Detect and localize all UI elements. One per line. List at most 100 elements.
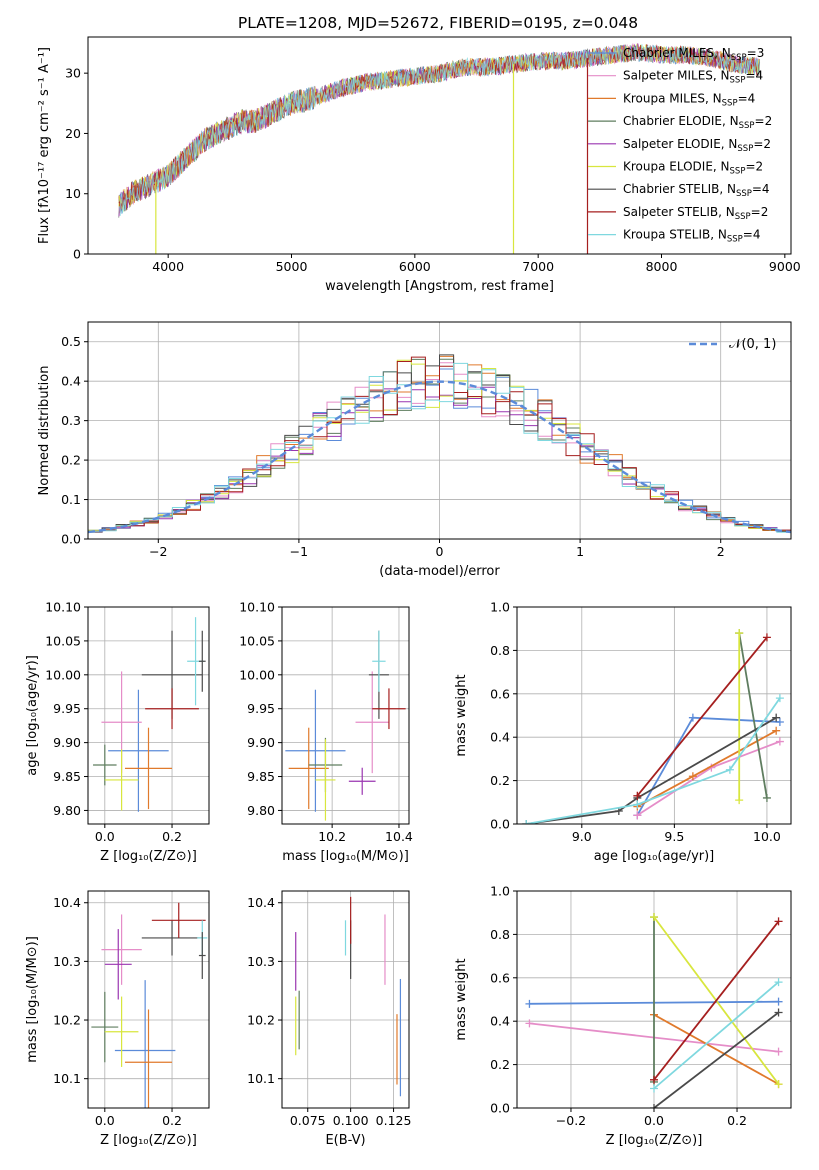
y-tick-label: 9.80 <box>247 803 275 818</box>
x-tick-label: 4000 <box>152 259 184 274</box>
axes-frame <box>281 606 410 825</box>
x-tick-label: 2 <box>717 544 725 559</box>
x-axis-label: (data-model)/error <box>379 564 500 579</box>
histogram-8 <box>88 362 791 533</box>
y-tick-label: 10.2 <box>247 1013 275 1028</box>
weight-marker <box>525 999 534 1008</box>
weight-marker <box>735 629 744 638</box>
y-tick-label: 9.80 <box>53 803 81 818</box>
weight-line-8 <box>526 697 781 824</box>
y-tick-label: 10.00 <box>239 667 275 682</box>
y-tick-label: 10.10 <box>239 600 275 615</box>
y-tick-label: 0.4 <box>490 730 510 745</box>
weight-line-8 <box>653 981 780 1090</box>
y-tick-label: 10 <box>65 186 81 201</box>
spectrum-legend: Chabrier MILES, NSSP=3 Salpeter MILES, NS… <box>588 46 772 245</box>
plot-area <box>285 630 406 821</box>
y-tick-label: 0.3 <box>61 413 81 428</box>
x-tick-label: 0.125 <box>376 1113 412 1128</box>
y-tick-label: 0.0 <box>61 532 81 547</box>
legend-subscript: SSP <box>735 212 751 222</box>
weight-marker <box>772 726 781 735</box>
weight-marker <box>650 913 658 922</box>
plot-area <box>93 617 206 812</box>
panel-residuals: −2 −1 0 1 2 0.0 0.1 0.2 0.3 0.4 0.5 (data-model)/er… <box>37 321 792 579</box>
y-tick-label: 10.3 <box>247 954 275 969</box>
legend-nssp-value: =2 <box>753 137 771 151</box>
weight-marker <box>522 820 531 824</box>
y-tick-label: 9.85 <box>247 769 275 784</box>
x-tick-label: 9000 <box>769 259 801 274</box>
legend-nssp-value: =3 <box>747 46 765 60</box>
x-tick-label: 7000 <box>522 259 554 274</box>
y-tick-label: 0.0 <box>490 1101 510 1116</box>
y-tick-label: 9.85 <box>53 769 81 784</box>
weight-marker <box>633 791 642 800</box>
x-tick-label: 0.0 <box>95 829 115 844</box>
y-tick-label: 10.1 <box>247 1071 275 1086</box>
x-axis-label: age [log₁₀(age/yr)] <box>594 849 715 864</box>
x-tick-label: 8000 <box>646 259 678 274</box>
gaussian-curve <box>88 380 791 534</box>
y-tick-label: 0.8 <box>490 643 510 658</box>
x-tick-label: −2 <box>149 544 167 559</box>
weight-marker <box>650 1104 658 1108</box>
y-tick-label: 10.00 <box>45 667 81 682</box>
y-tick-label: 10.3 <box>53 954 81 969</box>
weight-marker <box>762 793 771 802</box>
panel-weight_vs_Z: −0.2 0.0 0.2 0.0 0.2 0.4 0.6 0.8 1.0 Z [log₁₀(Z/Z… <box>454 884 792 1148</box>
y-tick-label: 10.4 <box>53 895 81 910</box>
y-tick-label: 9.95 <box>53 701 81 716</box>
x-tick-label: 9.5 <box>664 829 684 844</box>
weight-marker <box>775 694 784 703</box>
x-tick-label: 0.2 <box>727 1113 747 1128</box>
panel-mass_vs_EBV: 0.075 0.100 0.125 10.1 10.2 10.3 10.4 E(B-V) <box>247 890 412 1148</box>
axes-frame <box>87 606 210 825</box>
weight-line-6 <box>653 1011 780 1108</box>
plot-area <box>91 902 208 1108</box>
axes-frame <box>516 606 792 825</box>
y-tick-label: 0.8 <box>490 927 510 942</box>
weight-line-7 <box>636 636 768 797</box>
y-axis-label: mass weight <box>454 674 469 756</box>
y-tick-label: 9.90 <box>247 735 275 750</box>
x-tick-label: 0.100 <box>333 1113 369 1128</box>
x-axis-label: Z [log₁₀(Z/Z⊙)] <box>100 1133 197 1148</box>
x-tick-label: −0.2 <box>556 1113 586 1128</box>
weight-marker <box>775 737 784 746</box>
x-axis-label: wavelength [Angstrom, rest frame] <box>325 279 554 294</box>
weight-marker <box>774 1080 783 1089</box>
y-tick-label: 20 <box>65 126 81 141</box>
x-tick-label: 1 <box>576 544 584 559</box>
legend-nssp-value: =4 <box>752 182 770 196</box>
weight-line-2 <box>636 729 777 808</box>
legend-subscript: SSP <box>727 235 743 245</box>
legend-nssp-value: =4 <box>738 91 756 105</box>
y-tick-label: 0 <box>73 247 81 262</box>
y-tick-label: 30 <box>65 66 81 81</box>
panel-age_vs_mass: 10.2 10.4 9.80 9.85 9.90 9.95 10.00 10.05 10.10 m… <box>239 600 413 865</box>
x-tick-label: 10.4 <box>385 829 413 844</box>
x-tick-label: 0.0 <box>95 1113 115 1128</box>
weight-marker <box>688 772 697 781</box>
x-tick-label: 9.0 <box>572 829 592 844</box>
y-tick-label: 0.2 <box>61 453 81 468</box>
y-tick-label: 10.4 <box>247 895 275 910</box>
x-tick-label: 0.075 <box>290 1113 326 1128</box>
y-tick-label: 0.2 <box>490 1057 510 1072</box>
legend-label: Salpeter ELODIE, NSSP=2 <box>623 137 771 154</box>
y-tick-label: 0.1 <box>61 492 81 507</box>
legend-nssp-value: =2 <box>751 205 769 219</box>
y-tick-label: 0.0 <box>490 817 510 832</box>
weight-marker <box>774 1047 783 1056</box>
plot-area <box>525 913 783 1108</box>
plot-area <box>295 896 402 1097</box>
weight-marker <box>525 1019 534 1028</box>
y-tick-label: 0.6 <box>490 686 510 701</box>
legend-subscript: SSP <box>736 189 752 199</box>
weight-line-7 <box>653 920 780 1081</box>
legend-nssp-value: =4 <box>745 69 763 83</box>
axes-frame <box>87 36 792 255</box>
legend-subscript: SSP <box>731 53 747 63</box>
